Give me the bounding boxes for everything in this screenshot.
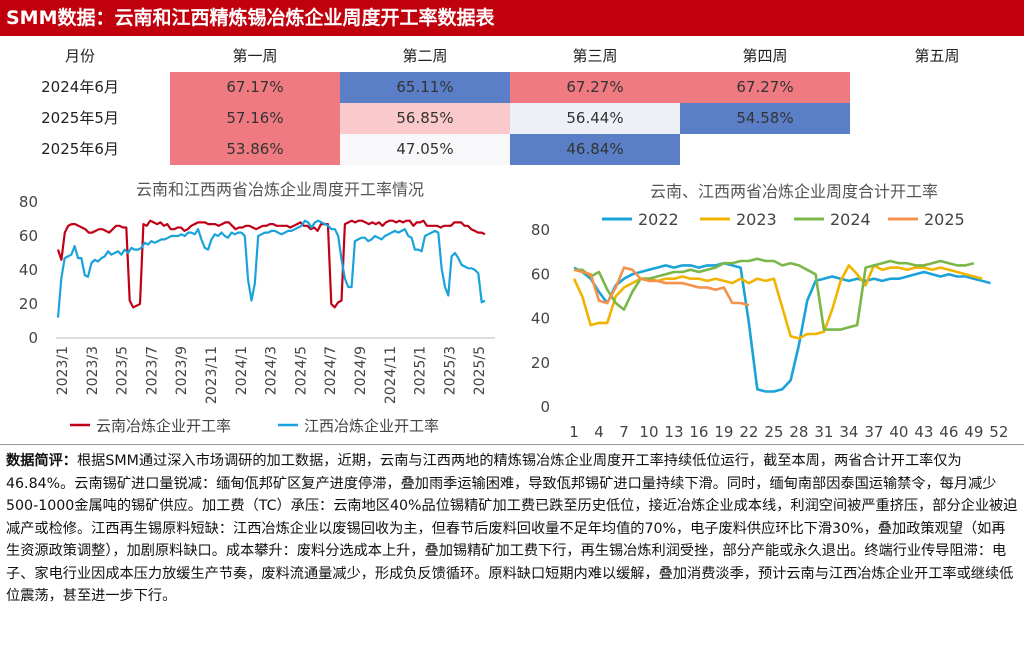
chart-title: 云南、江西两省冶炼企业周度合计开工率 (650, 182, 938, 201)
x-tick-label: 2024/1 (234, 346, 250, 395)
series-line-2022 (573, 261, 991, 393)
x-tick-label: 1 (569, 423, 579, 441)
left-chart: 云南和江西两省冶炼企业周度开工率情况 0 20 40 60 80 2023/1 2023/3 2… (0, 172, 505, 444)
table-cell: 65.11% (340, 72, 510, 103)
x-tick-label: 28 (789, 423, 808, 441)
table-cell: 56.85% (340, 103, 510, 134)
x-tick-label: 25 (764, 423, 783, 441)
x-tick-label: 16 (689, 423, 708, 441)
chart-title: 云南和江西两省冶炼企业周度开工率情况 (136, 180, 424, 199)
table-header-week-1: 第一周 (232, 47, 278, 65)
table-cell: 46.84% (510, 134, 680, 165)
table-row-label: 2025年5月 (41, 109, 119, 127)
commentary: 数据简评：根据SMM通过深入市场调研的加工数据，近期，云南与江西两地的精炼锡冶炼… (6, 450, 1018, 608)
x-tick-label: 2023/9 (174, 346, 190, 395)
table-header-week-5: 第五周 (914, 47, 960, 65)
table-header-week-4: 第四周 (742, 47, 788, 65)
y-tick-label: 60 (19, 227, 38, 245)
x-tick-label: 37 (864, 423, 883, 441)
legend-label: 2024 (830, 210, 871, 229)
x-tick-label: 46 (939, 423, 958, 441)
x-tick-label: 40 (889, 423, 908, 441)
x-tick-label: 2023/1 (55, 346, 71, 395)
x-tick-label: 34 (839, 423, 858, 441)
series-line-2024 (574, 257, 975, 331)
y-tick-label: 40 (19, 261, 38, 279)
page-title: SMM数据：云南和江西精炼锡冶炼企业周度开工率数据表 (6, 7, 495, 29)
y-tick-label: 0 (28, 329, 38, 347)
x-tick-label: 2023/7 (144, 346, 160, 395)
legend-label: 2025 (924, 210, 965, 229)
y-tick-label: 40 (531, 310, 550, 328)
legend-label: 江西冶炼企业开工率 (304, 417, 439, 435)
x-tick-label: 22 (739, 423, 758, 441)
line-chart-regional: 云南和江西两省冶炼企业周度开工率情况 0 20 40 60 80 2023/1 2023/3 2… (19, 180, 495, 435)
y-tick-label: 20 (19, 295, 38, 313)
x-tick-label: 2025/1 (413, 346, 429, 395)
y-tick-label: 0 (540, 398, 550, 416)
right-chart: 云南、江西两省冶炼企业周度合计开工率 2022 2023 2024 2025 0 20 40 6… (510, 172, 1024, 444)
table-cell: 67.27% (510, 72, 680, 103)
series-line-2025 (573, 266, 750, 307)
x-tick-label: 7 (619, 423, 629, 441)
x-tick-label: 19 (714, 423, 733, 441)
legend-label: 2023 (736, 210, 777, 229)
table-row-label: 2024年6月 (41, 78, 119, 96)
table-cell: 54.58% (680, 103, 850, 134)
x-tick-label: 2024/9 (353, 346, 369, 395)
y-tick-label: 20 (531, 354, 550, 372)
y-tick-label: 80 (531, 221, 550, 239)
table-cell: 47.05% (340, 134, 510, 165)
title-bar: SMM数据：云南和江西精炼锡冶炼企业周度开工率数据表 (0, 0, 1024, 36)
series-line-jiangxi (56, 219, 486, 318)
x-tick-label: 2024/7 (323, 346, 339, 395)
x-tick-label: 2024/3 (264, 346, 280, 395)
commentary-label: 数据简评： (6, 453, 77, 469)
x-tick-label: 52 (989, 423, 1008, 441)
x-tick-label: 10 (639, 423, 658, 441)
x-tick-label: 13 (664, 423, 683, 441)
table-header-week-2: 第二周 (402, 47, 448, 65)
x-tick-label: 2023/11 (204, 346, 220, 404)
y-tick-label: 60 (531, 265, 550, 283)
x-tick-label: 2023/5 (115, 346, 131, 395)
x-tick-label: 43 (914, 423, 933, 441)
x-tick-label: 2025/5 (472, 346, 488, 395)
x-tick-label: 31 (814, 423, 833, 441)
x-tick-label: 2023/3 (85, 346, 101, 395)
x-tick-label: 2025/3 (442, 346, 458, 395)
series-line-yunnan (56, 219, 486, 309)
x-tick-label: 4 (594, 423, 604, 441)
table-row-label: 2025年6月 (41, 140, 119, 158)
table-header-week-3: 第三周 (572, 47, 618, 65)
table-cell: 67.27% (680, 72, 850, 103)
x-tick-label: 49 (964, 423, 983, 441)
commentary-text: 根据SMM通过深入市场调研的加工数据，近期，云南与江西两地的精炼锡冶炼企业周度开… (6, 453, 1018, 604)
series-line-2023 (572, 264, 983, 340)
x-tick-label: 2024/5 (293, 346, 309, 395)
legend-label: 云南冶炼企业开工率 (96, 417, 231, 435)
table-header-month: 月份 (64, 47, 95, 65)
table-cell: 56.44% (510, 103, 680, 134)
x-tick-label: 2024/11 (383, 346, 399, 404)
y-tick-label: 80 (19, 193, 38, 211)
legend-label: 2022 (638, 210, 679, 229)
section-divider (0, 444, 1024, 445)
table-cell: 57.16% (170, 103, 340, 134)
line-chart-combined: 云南、江西两省冶炼企业周度合计开工率 2022 2023 2024 2025 0 20 40 6… (531, 182, 1008, 441)
table-cell: 53.86% (170, 134, 340, 165)
table-cell: 67.17% (170, 72, 340, 103)
